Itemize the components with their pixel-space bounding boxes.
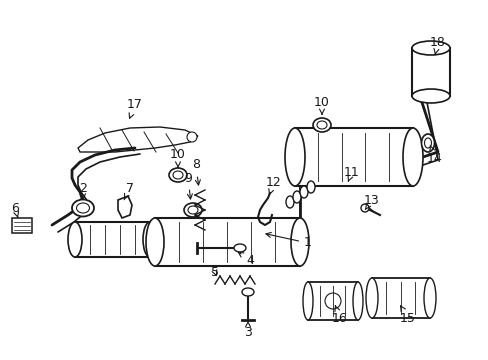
Circle shape xyxy=(325,293,340,309)
Ellipse shape xyxy=(411,41,449,55)
Ellipse shape xyxy=(303,282,312,320)
Ellipse shape xyxy=(365,278,377,318)
Text: 3: 3 xyxy=(244,321,251,339)
Text: 7: 7 xyxy=(124,181,134,200)
Ellipse shape xyxy=(424,138,430,148)
Text: 2: 2 xyxy=(79,181,87,199)
Bar xyxy=(411,48,449,96)
Ellipse shape xyxy=(423,278,435,318)
Polygon shape xyxy=(78,127,198,152)
Text: 13: 13 xyxy=(364,194,379,210)
Bar xyxy=(294,128,412,186)
Bar xyxy=(12,218,32,233)
Text: 5: 5 xyxy=(210,266,219,279)
Text: 9: 9 xyxy=(183,171,192,199)
Ellipse shape xyxy=(402,128,422,186)
Ellipse shape xyxy=(306,181,314,193)
Ellipse shape xyxy=(169,168,186,182)
Ellipse shape xyxy=(187,206,198,214)
Text: 6: 6 xyxy=(11,202,19,217)
Ellipse shape xyxy=(285,196,293,208)
Ellipse shape xyxy=(183,203,202,217)
Ellipse shape xyxy=(146,218,163,266)
Ellipse shape xyxy=(292,191,301,203)
Circle shape xyxy=(360,204,368,212)
Text: 11: 11 xyxy=(344,166,359,181)
Text: 18: 18 xyxy=(429,36,445,54)
Bar xyxy=(307,282,357,320)
Text: 10: 10 xyxy=(170,148,185,167)
Text: 14: 14 xyxy=(426,146,442,165)
Text: 17: 17 xyxy=(127,99,142,118)
Text: 12: 12 xyxy=(265,175,281,194)
Ellipse shape xyxy=(76,203,89,213)
Ellipse shape xyxy=(290,218,308,266)
Text: 8: 8 xyxy=(192,158,200,185)
Text: 1: 1 xyxy=(265,233,311,249)
Ellipse shape xyxy=(312,118,330,132)
Polygon shape xyxy=(118,196,132,218)
Bar xyxy=(371,278,429,318)
Ellipse shape xyxy=(316,121,326,129)
Bar xyxy=(155,218,299,266)
Ellipse shape xyxy=(72,199,94,216)
Ellipse shape xyxy=(285,128,305,186)
Ellipse shape xyxy=(352,282,362,320)
Ellipse shape xyxy=(242,288,253,296)
Ellipse shape xyxy=(68,222,82,257)
Ellipse shape xyxy=(234,244,245,252)
Text: 4: 4 xyxy=(238,252,253,266)
Ellipse shape xyxy=(299,186,307,198)
Text: 15: 15 xyxy=(399,306,415,324)
Ellipse shape xyxy=(411,89,449,103)
Circle shape xyxy=(186,132,197,142)
Text: 10: 10 xyxy=(313,95,329,114)
Text: 16: 16 xyxy=(331,306,347,324)
Ellipse shape xyxy=(421,134,434,152)
Ellipse shape xyxy=(173,171,183,179)
Ellipse shape xyxy=(142,222,157,257)
Bar xyxy=(75,222,150,257)
